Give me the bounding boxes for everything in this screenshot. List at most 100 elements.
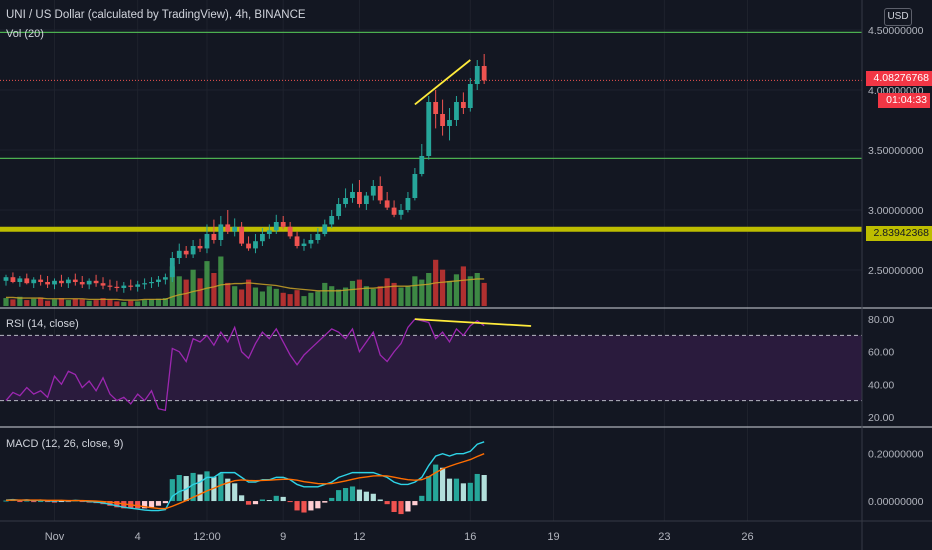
volume-bar — [204, 261, 210, 306]
volume-bar — [190, 269, 196, 306]
candle-body — [128, 285, 134, 287]
macd-histogram-bar — [155, 501, 162, 506]
candle-body — [135, 284, 141, 287]
macd-histogram-bar — [370, 493, 376, 502]
candle-body — [370, 186, 376, 196]
candle-body — [45, 282, 50, 285]
macd-histogram-bar — [384, 501, 390, 505]
macd-histogram-bar — [398, 501, 404, 515]
candle-body — [357, 192, 362, 204]
last-price-tag: 4.08276768 — [866, 71, 932, 86]
macd-histogram-bar — [273, 495, 279, 502]
macd-histogram-bar — [322, 501, 328, 503]
time-tick-label: 26 — [741, 531, 753, 543]
chart-title: UNI / US Dollar (calculated by TradingVi… — [6, 9, 306, 21]
candle-body — [65, 279, 71, 284]
time-tick-label: 12:00 — [193, 531, 221, 543]
volume-bar — [336, 289, 342, 306]
volume-bar — [218, 256, 224, 306]
candle-body — [246, 243, 251, 249]
price-trendline — [414, 59, 471, 106]
macd-histogram-bar — [245, 501, 252, 505]
candle-body — [59, 280, 64, 284]
candle-body — [460, 102, 466, 108]
volume-bar — [446, 280, 453, 306]
macd-histogram-bar — [121, 501, 127, 509]
candle-body — [93, 280, 99, 284]
volume-legend[interactable]: Vol (20) — [6, 28, 44, 40]
candle-body — [467, 84, 473, 108]
macd-histogram-bar — [301, 501, 307, 513]
macd-histogram-bar — [79, 501, 85, 503]
candle-body — [398, 210, 404, 215]
candle-body — [384, 200, 390, 208]
volume-bar — [329, 286, 335, 306]
volume-bar — [44, 300, 51, 306]
candle-body — [260, 234, 265, 242]
macd-histogram-bar — [169, 479, 175, 502]
candle-body — [433, 102, 439, 114]
macd-legend[interactable]: MACD (12, 26, close, 9) — [6, 438, 124, 450]
volume-bar — [86, 300, 92, 306]
volume-bar — [266, 286, 272, 306]
candle-body — [329, 216, 335, 225]
candle-body — [447, 120, 452, 126]
volume-bar — [197, 278, 203, 306]
volume-bar — [121, 302, 127, 306]
candle-body — [10, 277, 16, 282]
volume-bar — [301, 296, 307, 306]
rsi-line — [5, 318, 485, 412]
volume-bar — [107, 299, 113, 306]
volume-bar — [245, 279, 252, 306]
time-tick-label: 9 — [280, 531, 286, 543]
volume-bar — [128, 300, 134, 306]
volume-bar — [10, 299, 16, 306]
volume-bar — [232, 286, 238, 306]
volume-bar — [169, 266, 175, 306]
rsi-legend[interactable]: RSI (14, close) — [6, 318, 79, 330]
macd-histogram-bar — [349, 486, 356, 502]
volume-bar — [17, 296, 23, 306]
rsi-trendline — [414, 318, 532, 327]
macd-histogram-bar — [481, 475, 487, 502]
volume-bar — [453, 274, 460, 306]
macd-histogram-bar — [342, 488, 349, 502]
macd-histogram-bar — [259, 499, 266, 502]
candle-body — [412, 174, 418, 198]
macd-histogram-bar — [162, 501, 168, 504]
macd-histogram-bar — [58, 501, 65, 503]
macd-tick-label: 0.20000000 — [868, 449, 924, 461]
macd-histogram-bar — [412, 501, 418, 506]
candle-body — [343, 198, 348, 204]
time-tick-label: 12 — [353, 531, 365, 543]
volume-bar — [155, 298, 162, 306]
macd-histogram-bar — [232, 483, 238, 502]
volume-bar — [377, 286, 383, 306]
macd-histogram-bar — [453, 478, 460, 502]
candle-body — [52, 280, 57, 285]
macd-panel — [3, 441, 487, 515]
candle-body — [280, 222, 286, 227]
volume-bar — [273, 288, 279, 306]
macd-histogram-bar — [474, 473, 480, 502]
candle-body — [315, 234, 321, 240]
price-tick-label: 3.50000000 — [868, 145, 924, 157]
price-tick-label: 4.50000000 — [868, 25, 924, 37]
rsi-tick-label: 60.00 — [868, 347, 894, 359]
candle-body — [426, 102, 432, 156]
rsi-tick-label: 40.00 — [868, 379, 894, 391]
support-level-tag: 2.83942368 — [866, 226, 932, 241]
macd-histogram-bar — [467, 482, 473, 502]
candle-body — [336, 204, 342, 216]
time-tick-label: 19 — [547, 531, 559, 543]
rsi-band — [0, 335, 862, 401]
time-tick-label: Nov — [45, 531, 65, 543]
volume-bar — [135, 301, 141, 306]
currency-badge[interactable]: USD — [884, 8, 912, 26]
candle-body — [176, 250, 182, 258]
candle-body — [287, 226, 293, 237]
horizontal-lines[interactable] — [0, 31, 862, 232]
volume-bar — [342, 287, 349, 306]
